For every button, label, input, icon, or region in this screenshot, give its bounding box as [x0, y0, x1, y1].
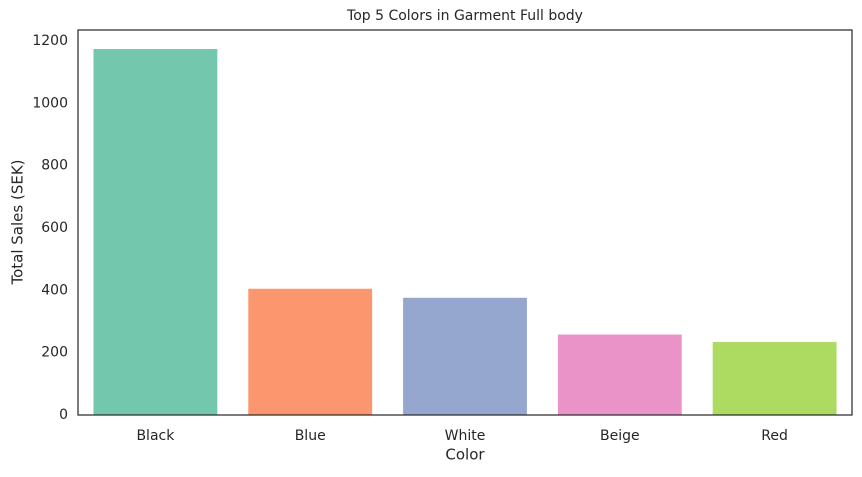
x-axis-label: Color: [445, 446, 485, 464]
y-tick-label: 400: [41, 282, 68, 298]
plot-frame: [77, 29, 853, 416]
y-tick-label: 1000: [32, 95, 68, 111]
x-tick-label: White: [445, 428, 486, 444]
bar: [93, 49, 218, 415]
chart-title: Top 5 Colors in Garment Full body: [346, 8, 583, 24]
x-tick-label: Beige: [600, 428, 640, 444]
x-tick-label: Black: [136, 428, 175, 444]
x-tick-label: Blue: [295, 428, 326, 444]
bar: [403, 297, 527, 415]
bar: [248, 288, 373, 415]
y-axis-label: Total Sales (SEK): [9, 159, 27, 285]
y-tick-label: 600: [41, 220, 68, 236]
bar: [557, 334, 682, 415]
y-tick-label: 1200: [32, 33, 68, 49]
y-tick-label: 0: [59, 407, 68, 423]
y-tick-label: 200: [41, 345, 68, 361]
bar: [712, 342, 837, 415]
y-tick-label: 800: [41, 158, 68, 174]
x-tick-label: Red: [761, 428, 788, 444]
